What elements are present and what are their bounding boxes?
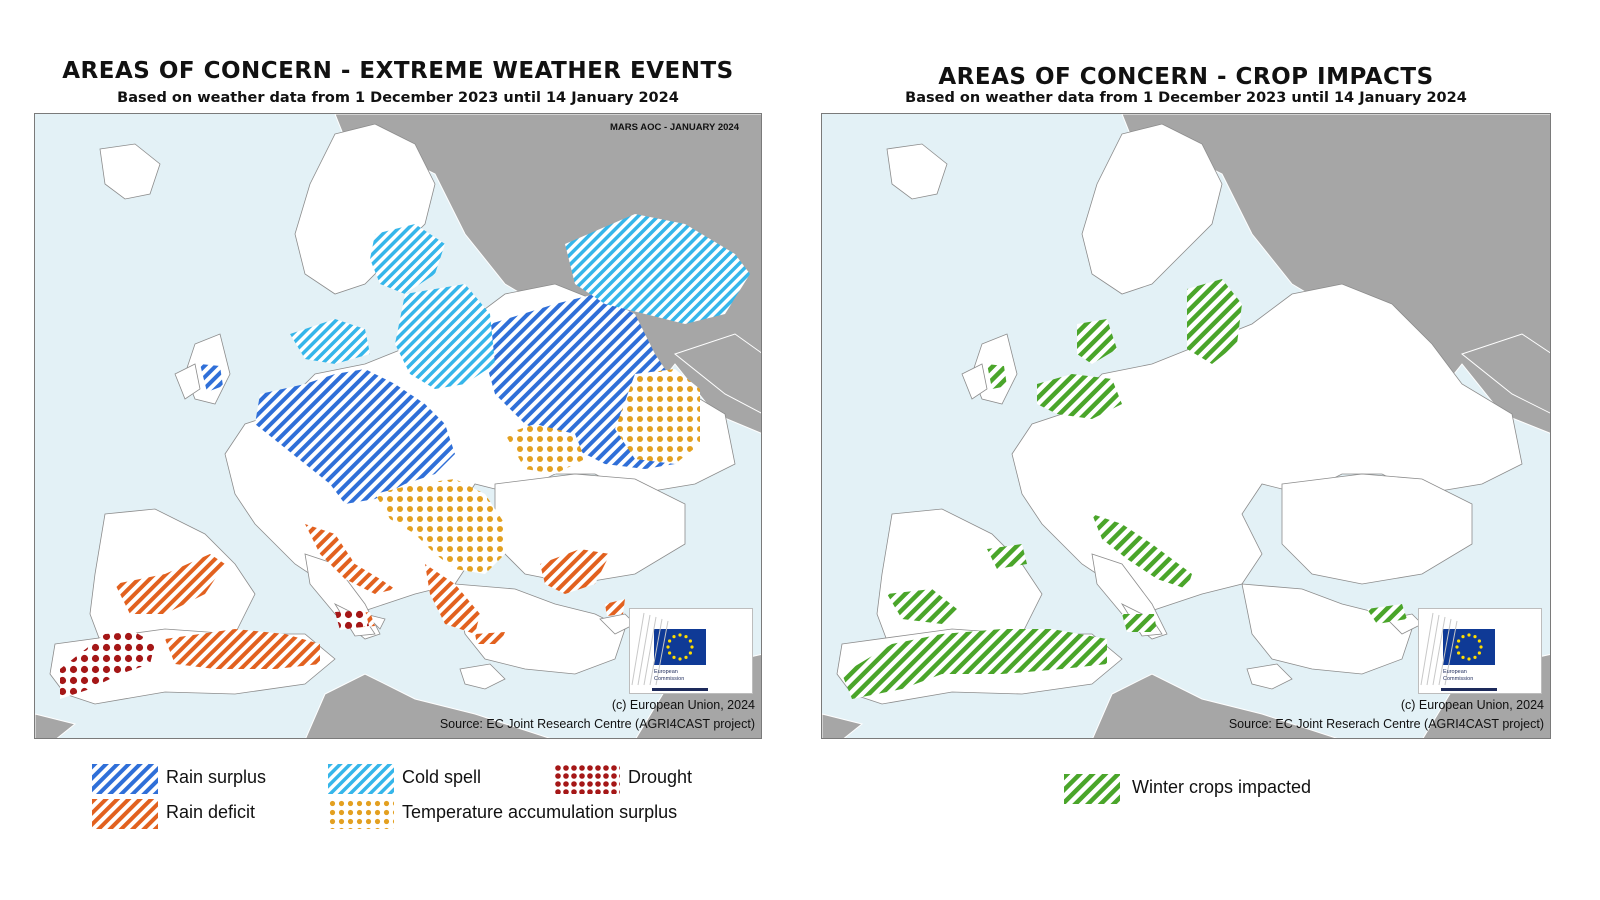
eu-star-icon <box>668 651 672 655</box>
eu-star-icon <box>1455 645 1459 649</box>
winter-crops-impacted-areas <box>842 279 1407 699</box>
eu-star-icon <box>1479 645 1483 649</box>
logo-building-icon <box>631 612 669 686</box>
eu-star-icon <box>1457 639 1461 643</box>
cold-spell-finland <box>370 224 445 294</box>
winter-crops-swatch <box>1064 774 1120 804</box>
eu-star-icon <box>1473 655 1477 659</box>
logo-text: European Commission <box>654 669 685 682</box>
source-text: Source: EC Joint Research Centre (AGRI4C… <box>439 717 755 731</box>
temp-surplus-caucasus <box>615 369 700 464</box>
extreme-weather-title: AREAS OF CONCERN - EXTREME WEATHER EVENT… <box>62 58 734 84</box>
extreme-weather-map: MARS AOC - JANUARY 2024 European Commissi… <box>34 113 762 739</box>
temp-surplus-ukraine-south <box>505 424 585 474</box>
source-text: Source: EC Joint Reserach Centre (AGRI4C… <box>1228 717 1544 731</box>
eu-star-icon <box>1467 657 1471 661</box>
eu-star-icon <box>1467 633 1471 637</box>
crop-impacts-map: European Commission (c) European Union, 2… <box>821 113 1551 739</box>
eu-flag-icon <box>654 629 706 665</box>
logo-bar <box>1441 688 1497 691</box>
rain-deficit-swatch <box>92 799 158 829</box>
crop-impacts-panel: AREAS OF CONCERN - CROP IMPACTS Based on… <box>821 0 1551 740</box>
eu-star-icon <box>688 651 692 655</box>
copyright-text: (c) European Union, 2024 <box>1400 698 1544 712</box>
temperature-surplus-swatch <box>328 799 394 829</box>
eu-star-icon <box>688 639 692 643</box>
eu-star-icon <box>678 633 682 637</box>
cold-spell-swatch <box>328 764 394 794</box>
eu-star-icon <box>1477 639 1481 643</box>
crops-cyprus <box>1367 604 1407 624</box>
eu-star-icon <box>1457 651 1461 655</box>
extreme-weather-legend: Rain surplus Cold spell Drought Rain def… <box>92 764 732 834</box>
drought-areas <box>60 610 369 699</box>
rain-deficit-cyprus <box>605 599 625 616</box>
eu-star-icon <box>668 639 672 643</box>
eu-stars-icon <box>1455 633 1483 661</box>
out-of-scope-land <box>822 114 1550 738</box>
crops-baltics <box>1187 279 1242 364</box>
rain-deficit-crete <box>475 632 505 644</box>
extreme-weather-map-svg <box>35 114 761 738</box>
map-credit: (c) European Union, 2024 Source: EC Join… <box>1229 696 1544 734</box>
cold-spell-baltics <box>395 284 495 389</box>
eu-star-icon <box>690 645 694 649</box>
crop-impacts-title: AREAS OF CONCERN - CROP IMPACTS <box>938 64 1434 90</box>
temperature-surplus-areas <box>375 369 700 574</box>
logo-bar <box>652 688 708 691</box>
crops-north-africa <box>842 629 1107 699</box>
rain-deficit-greece <box>425 564 480 634</box>
eu-star-icon <box>672 655 676 659</box>
crops-sicily <box>1122 614 1157 632</box>
drought-sicily <box>335 610 369 630</box>
crop-impacts-legend: Winter crops impacted <box>1064 774 1364 806</box>
drought-swatch <box>554 764 620 794</box>
eu-star-icon <box>1461 655 1465 659</box>
eu-star-icon <box>1473 635 1477 639</box>
eu-star-icon <box>678 657 682 661</box>
crops-germany-north <box>1037 374 1122 419</box>
rain-deficit-turkey <box>540 549 610 594</box>
eu-stars-icon <box>666 633 694 661</box>
european-commission-logo: European Commission <box>1418 608 1542 694</box>
crops-denmark <box>1077 319 1117 364</box>
rain-surplus-central-europe <box>255 369 455 504</box>
mars-aoc-label: MARS AOC - JANUARY 2024 <box>610 122 739 133</box>
eu-star-icon <box>684 635 688 639</box>
european-commission-logo: European Commission <box>629 608 753 694</box>
crops-italy <box>1092 514 1192 589</box>
drought-morocco <box>60 632 155 699</box>
crops-spain-south <box>887 589 957 624</box>
eu-star-icon <box>1461 635 1465 639</box>
cold-spell-areas <box>290 214 750 389</box>
crops-uk <box>987 364 1007 389</box>
rain-deficit-iberia-south <box>115 554 225 614</box>
copyright-text: (c) European Union, 2024 <box>611 698 755 712</box>
extreme-weather-panel: AREAS OF CONCERN - EXTREME WEATHER EVENT… <box>34 0 762 740</box>
crop-impacts-subtitle: Based on weather data from 1 December 20… <box>905 90 1467 106</box>
rain-deficit-north-africa <box>165 629 320 669</box>
extreme-weather-subtitle: Based on weather data from 1 December 20… <box>117 90 679 106</box>
crops-spain-east <box>987 544 1027 569</box>
map-credit: (c) European Union, 2024 Source: EC Join… <box>440 696 755 734</box>
rain-deficit-areas <box>115 524 625 669</box>
logo-building-icon <box>1420 612 1458 686</box>
cold-spell-north-russia <box>565 214 750 324</box>
crop-impacts-map-svg <box>822 114 1550 738</box>
cold-spell-scandinavia-south <box>290 319 370 364</box>
rain-deficit-italy <box>305 524 395 594</box>
rain-surplus-swatch <box>92 764 158 794</box>
rain-surplus-uk <box>200 364 223 392</box>
eu-star-icon <box>684 655 688 659</box>
eu-star-icon <box>672 635 676 639</box>
logo-text: European Commission <box>1443 669 1474 682</box>
eu-star-icon <box>1477 651 1481 655</box>
temp-surplus-balkans <box>375 479 505 574</box>
eu-star-icon <box>666 645 670 649</box>
